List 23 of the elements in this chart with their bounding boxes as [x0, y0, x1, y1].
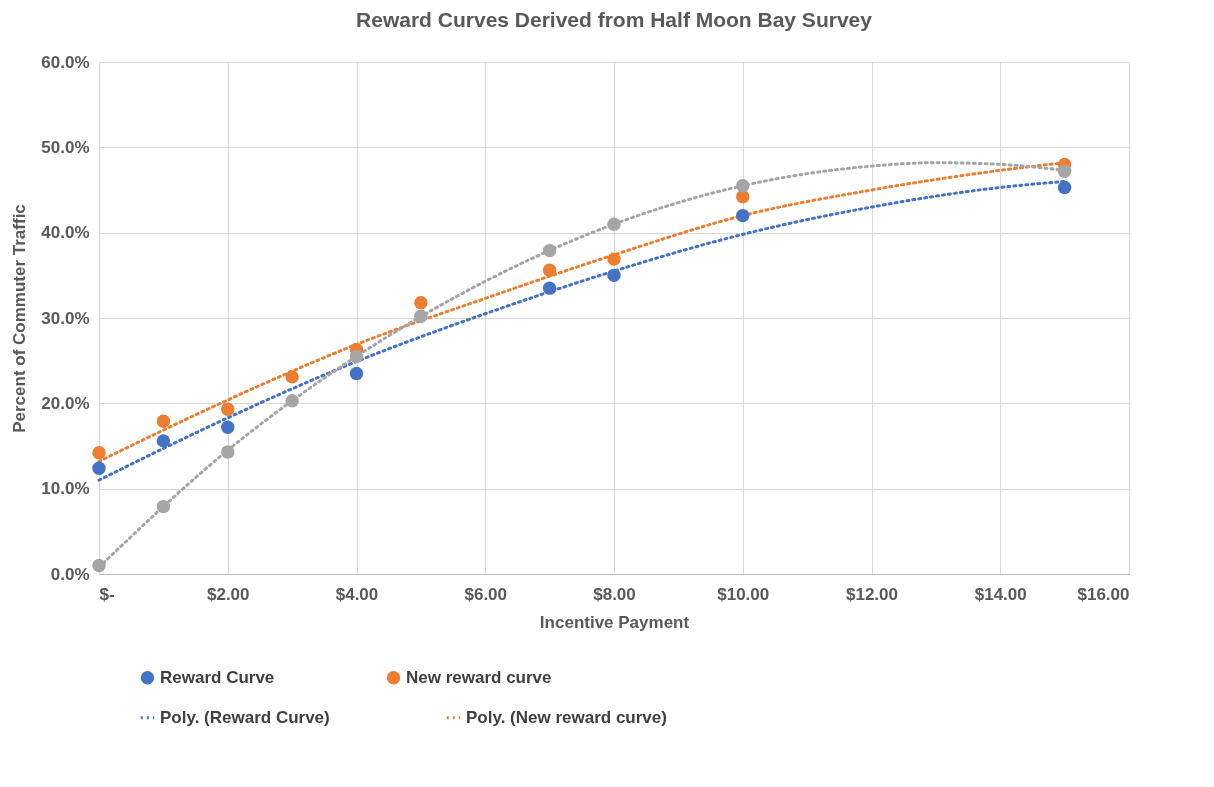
x-tick-label: $8.00: [593, 584, 636, 604]
legend-label: New reward curve: [406, 667, 552, 687]
y-tick-label: 20.0%: [41, 393, 90, 413]
legend-label: Reward Curve: [160, 667, 275, 687]
y-axis-title: Percent of Commuter Traffic: [10, 204, 30, 433]
x-tick-label: $6.00: [464, 584, 508, 604]
x-axis-title: Incentive Payment: [539, 612, 690, 632]
y-tick-label: 0.0%: [50, 564, 90, 584]
y-tick-label: 10.0%: [41, 479, 90, 499]
chart-title: Reward Curves Derived from Half Moon Bay Survey: [356, 8, 873, 31]
y-tick-label: 40.0%: [41, 223, 90, 243]
x-tick-label: $10.00: [717, 584, 770, 604]
legend-label: Poly. (Reward Curve): [160, 707, 330, 727]
y-tick-label: 60.0%: [41, 52, 90, 72]
x-tick-label: $4.00: [335, 584, 379, 604]
x-tick-label: $16.00: [1077, 584, 1130, 604]
x-tick-label: $-: [99, 584, 115, 604]
y-tick-label: 50.0%: [41, 137, 90, 157]
x-tick-label: $14.00: [974, 584, 1027, 604]
y-tick-label: 30.0%: [41, 308, 90, 328]
x-tick-label: $12.00: [846, 584, 898, 604]
legend-label: Poly. (New reward curve): [466, 707, 667, 727]
x-tick-label: $2.00: [206, 584, 250, 604]
